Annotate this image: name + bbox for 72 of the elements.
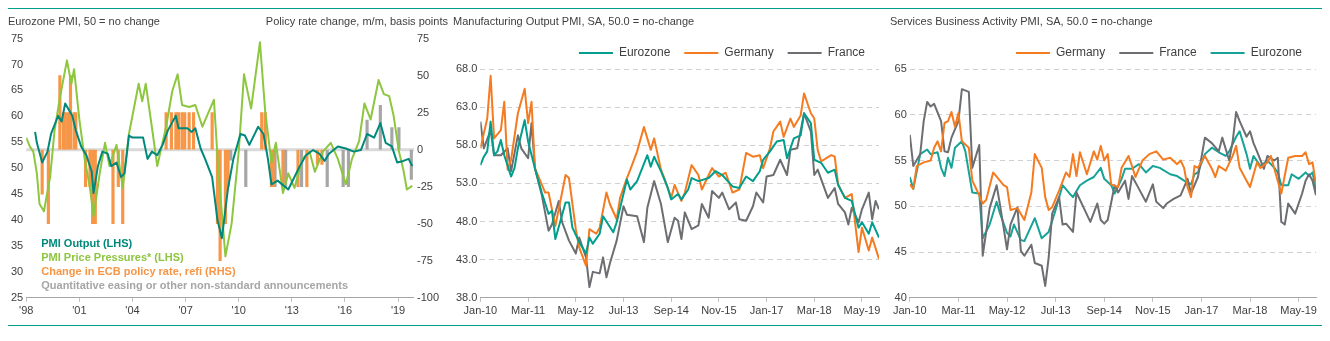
- y2-tick-label: 0: [416, 142, 424, 155]
- y-tick-label: 60: [894, 107, 907, 120]
- y-tick-label: 43.0: [455, 252, 478, 265]
- text: PMI Output (LHS): [41, 235, 134, 250]
- text: PMI Price Pressures* (LHS): [41, 249, 185, 264]
- y-axis-title: Eurozone PMI, 50 = no change: [8, 15, 160, 27]
- legend-label: Eurozone: [618, 45, 671, 60]
- x-tick-label: Jul-13: [1040, 304, 1071, 317]
- y-tick-label: 70: [10, 57, 24, 70]
- legend-label: Germany: [724, 45, 774, 60]
- y2-tick-label: -75: [416, 253, 433, 266]
- x-tick-label: Sep-14: [1086, 304, 1122, 317]
- y2-tick-label: -50: [416, 216, 433, 229]
- y-tick-label: 35: [10, 238, 24, 251]
- chart-title: Services Business Activity PMI, SA, 50.0 = no-change: [890, 15, 1153, 27]
- y-tick-label: 53.0: [455, 176, 478, 189]
- legend-label: France: [827, 45, 866, 60]
- x-tick-label: May-19: [1280, 304, 1317, 317]
- chart-title: Manufacturing Output PMI, SA, 50.0 = no-change: [453, 15, 695, 27]
- y-tick-label: 55: [10, 135, 24, 148]
- x-tick-label: Mar-11: [511, 304, 546, 317]
- x-tick-label: Nov-15: [1135, 304, 1171, 317]
- x-tick-label: May-19: [843, 304, 881, 317]
- y-tick-label: 45: [894, 245, 907, 258]
- y-tick-label: 50: [894, 199, 907, 212]
- x-tick-label: '10: [231, 304, 246, 317]
- y2-tick-label: 25: [416, 105, 430, 118]
- legend-label: France: [1159, 45, 1197, 60]
- y-tick-label: 68.0: [455, 62, 478, 75]
- y-tick-label: 30: [10, 264, 24, 277]
- x-tick-label: Jan-17: [1184, 304, 1219, 317]
- y-tick-label: 40: [10, 213, 24, 226]
- x-tick-label: Jan-17: [749, 304, 784, 317]
- x-tick-label: '16: [337, 304, 353, 317]
- x-tick-label: Mar-18: [1232, 304, 1268, 317]
- y-tick-label: 60: [10, 109, 24, 122]
- y-tick-label: 40: [894, 290, 907, 303]
- x-tick-label: Mar-18: [796, 304, 832, 317]
- x-tick-label: Jan-10: [893, 304, 927, 317]
- x-tick-label: Sep-14: [653, 304, 689, 317]
- x-tick-label: '04: [125, 304, 140, 317]
- x-tick-label: '13: [284, 304, 299, 317]
- y2-tick-label: 50: [416, 68, 430, 81]
- y-tick-label: 45: [10, 187, 24, 200]
- x-tick-label: May-12: [557, 304, 595, 317]
- y-tick-label: 55: [894, 153, 907, 166]
- y-tick-label: 65: [10, 83, 24, 96]
- legend-label: Germany: [1055, 45, 1106, 60]
- x-tick-label: May-12: [988, 304, 1026, 317]
- x-tick-label: Jan-10: [463, 304, 498, 317]
- y2-tick-label: 75: [416, 31, 430, 44]
- x-tick-label: '01: [72, 304, 87, 317]
- y-tick-label: 38.0: [455, 290, 478, 303]
- y2-axis-title: Policy rate change, m/m, basis points: [265, 14, 448, 29]
- y-tick-label: 75: [10, 31, 24, 44]
- x-tick-label: '98: [19, 304, 34, 317]
- y-tick-label: 25: [10, 290, 24, 303]
- series-label: Change in ECB policy rate, refi (RHS): [41, 263, 237, 278]
- y-tick-label: 65: [894, 62, 907, 75]
- x-tick-label: Mar-11: [941, 304, 976, 317]
- y-tick-label: 58.0: [455, 138, 478, 151]
- y-tick-label: 50: [10, 161, 24, 174]
- text: Quantitative easing or other non-standard announcements: [41, 277, 349, 292]
- y-tick-label: 48.0: [455, 214, 478, 227]
- y2-tick-label: -100: [416, 290, 440, 303]
- x-tick-label: Jul-13: [608, 304, 639, 317]
- x-tick-label: '07: [178, 304, 193, 317]
- legend-label: Eurozone: [1250, 45, 1303, 60]
- y2-tick-label: -25: [416, 179, 433, 192]
- x-tick-label: '19: [390, 304, 406, 317]
- x-tick-label: Nov-15: [701, 304, 737, 317]
- y-tick-label: 63.0: [455, 100, 478, 113]
